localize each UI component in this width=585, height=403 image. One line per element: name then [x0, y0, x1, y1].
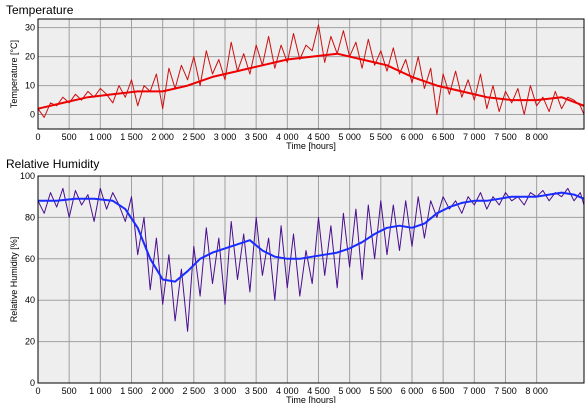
temperature-x-tick-label: 5 500 — [370, 132, 393, 142]
temperature-x-tick-label: 2 000 — [151, 132, 174, 142]
temperature-chart: 0 500 1 000 1 500 2 000 2 500 3 000 3 500 4 000 4… — [9, 18, 585, 151]
humidity-smoothed-series-line — [38, 191, 585, 283]
humidity-x-tick-label: 1 000 — [89, 386, 112, 396]
temperature-y-tick-label: 20 — [25, 52, 35, 62]
humidity-x-tick-label: 6 000 — [401, 386, 424, 396]
temperature-x-tick-label: 7 000 — [463, 132, 486, 142]
temperature-x-tick-label: 0 — [35, 132, 40, 142]
humidity-x-tick-label: 4 000 — [276, 386, 299, 396]
temperature-x-axis-label: Time [hours] — [286, 141, 336, 151]
temperature-x-tick-label: 3 500 — [245, 132, 268, 142]
humidity-x-tick-label: 2 500 — [183, 386, 206, 396]
temperature-y-tick-label: 0 — [30, 110, 35, 120]
temperature-panel-title: Temperature — [6, 3, 74, 17]
temperature-x-tick-label: 1 000 — [89, 132, 112, 142]
temperature-smoothed-series-line — [37, 52, 585, 110]
humidity-x-tick-label: 3 000 — [214, 386, 237, 396]
humidity-chart: 0 500 1 000 1 500 2 000 2 500 3 000 3 500 4 000 4… — [9, 171, 585, 403]
humidity-x-tick-label: 5 000 — [338, 386, 361, 396]
humidity-x-tick-label: 1 500 — [120, 386, 143, 396]
humidity-x-tick-label: 2 000 — [151, 386, 174, 396]
humidity-x-tick-label: 8 000 — [525, 386, 548, 396]
temperature-x-tick-label: 6 000 — [401, 132, 424, 142]
humidity-y-tick-label: 80 — [25, 212, 35, 222]
humidity-x-tick-label: 6 500 — [432, 386, 455, 396]
humidity-x-tick-label: 7 000 — [463, 386, 486, 396]
humidity-y-tick-label: 0 — [30, 378, 35, 388]
temperature-x-tick-label: 5 000 — [338, 132, 361, 142]
temperature-plot-area — [38, 19, 584, 129]
temperature-x-tick-label: 1 500 — [120, 132, 143, 142]
humidity-x-tick-label: 3 500 — [245, 386, 268, 396]
temperature-x-tick-label: 4 500 — [307, 132, 330, 142]
temperature-x-tick-label: 6 500 — [432, 132, 455, 142]
humidity-y-axis-label: Relative Humidity [%] — [9, 237, 19, 323]
humidity-y-tick-label: 60 — [25, 254, 35, 264]
temperature-y-tick-label: 10 — [25, 81, 35, 91]
humidity-x-tick-label: 5 500 — [370, 386, 393, 396]
temperature-plot-frame — [37, 18, 585, 130]
humidity-plot-frame — [37, 175, 585, 384]
humidity-x-tick-label: 4 500 — [307, 386, 330, 396]
temperature-y-axis-label: Temperature [°C] — [9, 40, 19, 108]
humidity-panel-title: Relative Humidity — [6, 157, 100, 171]
temperature-x-tick-label: 3 000 — [214, 132, 237, 142]
temperature-x-tick-label: 7 500 — [494, 132, 517, 142]
temperature-x-tick-label: 500 — [62, 132, 77, 142]
humidity-y-tick-label: 20 — [25, 337, 35, 347]
temperature-x-tick-label: 4 000 — [276, 132, 299, 142]
humidity-x-tick-label: 7 500 — [494, 386, 517, 396]
humidity-x-tick-label: 500 — [62, 386, 77, 396]
temperature-x-tick-label: 2 500 — [183, 132, 206, 142]
temperature-y-tick-label: 30 — [25, 23, 35, 33]
temperature-x-tick-label: 8 000 — [525, 132, 548, 142]
temperature-hourly-series-line — [37, 24, 585, 118]
humidity-y-tick-label: 40 — [25, 295, 35, 305]
humidity-x-tick-label: 0 — [35, 386, 40, 396]
humidity-x-axis-label: Time [hours] — [286, 395, 336, 403]
humidity-y-tick-label: 100 — [20, 171, 35, 181]
